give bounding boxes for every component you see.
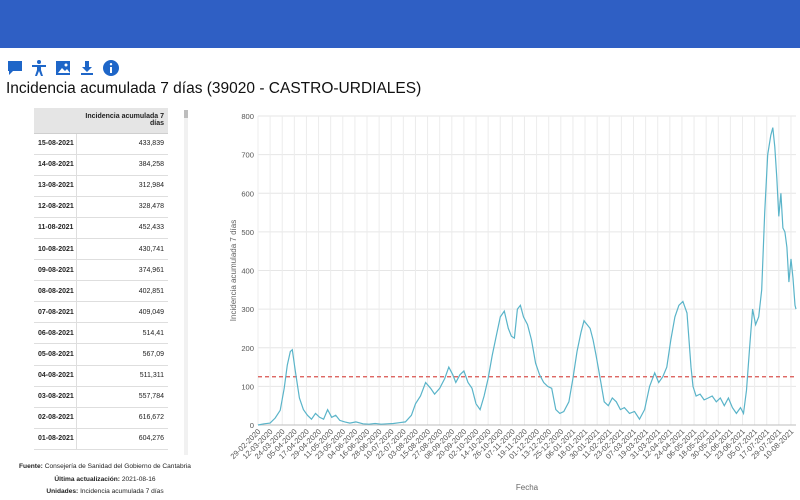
row-date: 05-08-2021 <box>34 343 77 366</box>
table-row: 07-08-2021 409,049 <box>34 301 168 324</box>
table-header-row: Incidencia acumulada 7 días <box>34 108 168 134</box>
image-icon[interactable] <box>54 59 72 77</box>
y-tick-label: 0 <box>250 421 254 430</box>
y-axis-label: Incidencia acumulada 7 días <box>229 220 238 321</box>
table-row: 04-08-2021 511,311 <box>34 365 168 387</box>
scrollbar-thumb[interactable] <box>184 110 188 118</box>
row-date: 14-08-2021 <box>34 154 77 176</box>
row-value: 604,276 <box>76 428 168 450</box>
table-row: 02-08-2021 616,672 <box>34 407 168 429</box>
table-row: 06-08-2021 514,41 <box>34 322 168 345</box>
row-date: 04-08-2021 <box>34 365 77 387</box>
download-icon[interactable] <box>78 59 96 77</box>
footer-source: Fuente: Consejería de Sanidad del Gobier… <box>19 463 191 470</box>
accessibility-icon[interactable] <box>30 59 48 77</box>
row-date: 11-08-2021 <box>34 217 77 239</box>
table-row: 15-08-2021 433,839 <box>34 133 168 155</box>
y-tick-label: 800 <box>241 112 254 121</box>
row-date: 15-08-2021 <box>34 133 77 155</box>
table-row: 05-08-2021 567,09 <box>34 343 168 366</box>
row-date: 02-08-2021 <box>34 407 77 429</box>
x-axis-label: Fecha <box>516 483 539 492</box>
top-banner <box>0 0 800 48</box>
chart-footer: Fuente: Consejería de Sanidad del Gobier… <box>0 461 210 499</box>
table-row: 13-08-2021 312,984 <box>34 175 168 197</box>
row-value: 557,784 <box>76 386 168 408</box>
row-date: 03-08-2021 <box>34 386 77 408</box>
row-date: 09-08-2021 <box>34 259 77 282</box>
row-value: 409,049 <box>76 301 168 324</box>
row-value: 402,851 <box>76 280 168 303</box>
row-value: 433,839 <box>76 133 168 155</box>
table-row: 01-08-2021 604,276 <box>34 428 168 450</box>
row-date: 12-08-2021 <box>34 196 77 218</box>
data-table: Incidencia acumulada 7 días 15-08-2021 43… <box>34 108 168 450</box>
table-row: 11-08-2021 452,433 <box>34 217 168 239</box>
y-axis-ticks: 0 100 200 300 400 500 600 700 800 <box>241 112 254 430</box>
row-value: 374,961 <box>76 259 168 282</box>
row-value: 452,433 <box>76 217 168 239</box>
table-row: 08-08-2021 402,851 <box>34 280 168 303</box>
header-date <box>34 108 76 134</box>
chart-toolbar <box>6 58 120 78</box>
row-value: 514,41 <box>76 322 168 345</box>
row-date: 13-08-2021 <box>34 175 77 197</box>
row-date: 06-08-2021 <box>34 322 77 345</box>
footer-units: Unidades: Incidencia acumulada 7 días <box>46 488 164 495</box>
chart-grid <box>257 115 796 426</box>
row-date: 01-08-2021 <box>34 428 77 450</box>
row-value: 312,984 <box>76 175 168 197</box>
y-tick-label: 300 <box>241 305 254 314</box>
table-row: 14-08-2021 384,258 <box>34 154 168 176</box>
row-value: 567,09 <box>76 343 168 366</box>
row-date: 10-08-2021 <box>34 238 77 261</box>
info-icon[interactable] <box>102 59 120 77</box>
table-row: 03-08-2021 557,784 <box>34 386 168 408</box>
y-tick-label: 100 <box>241 382 254 391</box>
row-value: 430,741 <box>76 238 168 261</box>
table-row: 10-08-2021 430,741 <box>34 238 168 261</box>
y-tick-label: 400 <box>241 267 254 276</box>
y-tick-label: 200 <box>241 344 254 353</box>
row-date: 08-08-2021 <box>34 280 77 303</box>
table-row: 12-08-2021 328,478 <box>34 196 168 218</box>
row-value: 616,672 <box>76 407 168 429</box>
footer-updated: Última actualización: 2021-08-16 <box>54 475 156 483</box>
data-table-container: Incidencia acumulada 7 días 15-08-2021 43… <box>34 108 172 452</box>
row-date: 07-08-2021 <box>34 301 77 324</box>
header-value: Incidencia acumulada 7 días <box>76 108 168 134</box>
page-title: Incidencia acumulada 7 días (39020 - CAS… <box>6 80 422 97</box>
table-scrollbar[interactable] <box>184 110 188 455</box>
series-line <box>257 127 797 426</box>
y-tick-label: 600 <box>241 189 254 198</box>
y-tick-label: 700 <box>241 151 254 160</box>
row-value: 328,478 <box>76 196 168 218</box>
comment-icon[interactable] <box>6 59 24 77</box>
y-tick-label: 500 <box>241 228 254 237</box>
row-value: 384,258 <box>76 154 168 176</box>
row-value: 511,311 <box>76 365 168 387</box>
table-row: 09-08-2021 374,961 <box>34 259 168 282</box>
x-axis-ticks: 29-02-202012-03-202024-03-202005-04-2020… <box>229 427 796 461</box>
